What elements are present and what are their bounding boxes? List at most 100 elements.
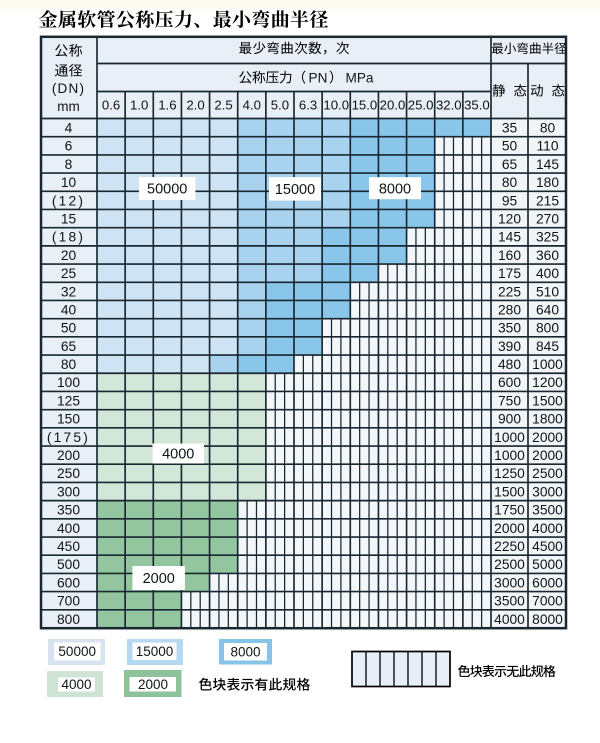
svg-text:2000: 2000 (138, 677, 168, 692)
svg-text:160: 160 (498, 248, 521, 263)
svg-text:215: 215 (536, 193, 559, 208)
svg-text:2000: 2000 (532, 448, 563, 463)
svg-text:3000: 3000 (494, 575, 525, 590)
svg-text:4.0: 4.0 (243, 98, 261, 113)
svg-text:10: 10 (61, 175, 77, 190)
svg-text:2000: 2000 (532, 430, 563, 445)
svg-text:0.6: 0.6 (102, 98, 120, 113)
svg-text:7000: 7000 (532, 594, 563, 609)
svg-text:8000: 8000 (532, 612, 563, 627)
svg-text:(18): (18) (52, 230, 85, 245)
svg-text:510: 510 (536, 284, 559, 299)
svg-text:6: 6 (65, 139, 73, 154)
svg-text:4000: 4000 (494, 612, 525, 627)
svg-text:95: 95 (502, 193, 518, 208)
svg-text:2000: 2000 (143, 571, 175, 587)
svg-text:15000: 15000 (136, 644, 174, 659)
svg-text:4000: 4000 (61, 677, 91, 692)
svg-text:390: 390 (498, 339, 521, 354)
svg-text:15000: 15000 (275, 182, 315, 198)
svg-text:700: 700 (57, 594, 80, 609)
svg-text:PN: PN (309, 70, 328, 85)
svg-text:15: 15 (61, 212, 77, 227)
svg-text:1200: 1200 (532, 375, 563, 390)
svg-text:50000: 50000 (147, 182, 187, 198)
svg-text:600: 600 (57, 575, 80, 590)
svg-text:500: 500 (57, 557, 80, 572)
svg-text:80: 80 (540, 121, 556, 136)
svg-text:150: 150 (57, 412, 80, 427)
svg-text:640: 640 (536, 303, 559, 318)
svg-text:480: 480 (498, 357, 521, 372)
svg-text:180: 180 (536, 175, 559, 190)
svg-text:25.0: 25.0 (408, 98, 434, 113)
svg-text:800: 800 (57, 612, 80, 627)
svg-text:225: 225 (498, 284, 521, 299)
svg-text:4000: 4000 (532, 521, 563, 536)
svg-text:175: 175 (498, 266, 521, 281)
svg-text:80: 80 (502, 175, 518, 190)
svg-text:2.5: 2.5 (214, 98, 232, 113)
svg-text:145: 145 (498, 230, 521, 245)
svg-text:1500: 1500 (494, 484, 525, 499)
svg-text:50: 50 (61, 321, 77, 336)
svg-text:20: 20 (61, 248, 77, 263)
svg-text:(175): (175) (47, 430, 90, 445)
svg-text:20.0: 20.0 (380, 98, 406, 113)
svg-text:350: 350 (57, 503, 80, 518)
svg-text:8000: 8000 (379, 181, 411, 197)
svg-text:325: 325 (536, 230, 559, 245)
svg-text:65: 65 (502, 157, 518, 172)
svg-text:300: 300 (57, 484, 80, 499)
svg-text:400: 400 (536, 266, 559, 281)
svg-text:800: 800 (536, 321, 559, 336)
svg-text:MPa: MPa (346, 70, 374, 85)
svg-text:125: 125 (57, 393, 80, 408)
svg-text:(DN): (DN) (52, 81, 85, 96)
svg-text:2500: 2500 (532, 466, 563, 481)
svg-text:350: 350 (498, 321, 521, 336)
svg-text:145: 145 (536, 157, 559, 172)
svg-text:4000: 4000 (162, 447, 194, 463)
svg-text:32.0: 32.0 (436, 98, 462, 113)
svg-text:2500: 2500 (494, 557, 525, 572)
svg-text:3500: 3500 (494, 594, 525, 609)
svg-text:50: 50 (502, 139, 518, 154)
svg-text:900: 900 (498, 412, 521, 427)
svg-text:(12): (12) (52, 193, 85, 208)
svg-text:32: 32 (61, 284, 76, 299)
svg-text:200: 200 (57, 448, 80, 463)
svg-text:120: 120 (498, 212, 521, 227)
svg-text:2.0: 2.0 (186, 98, 204, 113)
svg-text:3000: 3000 (532, 484, 563, 499)
svg-text:80: 80 (61, 357, 77, 372)
svg-text:1.6: 1.6 (158, 98, 176, 113)
svg-text:1000: 1000 (494, 430, 525, 445)
svg-text:6.3: 6.3 (299, 98, 317, 113)
svg-text:40: 40 (61, 303, 77, 318)
svg-text:400: 400 (57, 521, 80, 536)
svg-text:4500: 4500 (532, 539, 563, 554)
svg-text:270: 270 (536, 212, 559, 227)
svg-text:1750: 1750 (494, 503, 525, 518)
svg-text:100: 100 (57, 375, 80, 390)
svg-text:845: 845 (536, 339, 559, 354)
svg-text:1000: 1000 (532, 357, 563, 372)
svg-text:1000: 1000 (494, 448, 525, 463)
svg-text:450: 450 (57, 539, 80, 554)
svg-text:360: 360 (536, 248, 559, 263)
svg-text:65: 65 (61, 339, 77, 354)
svg-text:1.0: 1.0 (130, 98, 148, 113)
svg-text:3500: 3500 (532, 503, 563, 518)
svg-text:2000: 2000 (494, 521, 525, 536)
svg-text:1250: 1250 (494, 466, 525, 481)
svg-text:250: 250 (57, 466, 80, 481)
svg-text:4: 4 (65, 121, 73, 136)
svg-text:1800: 1800 (532, 412, 563, 427)
svg-text:8000: 8000 (230, 645, 260, 660)
svg-text:600: 600 (498, 375, 521, 390)
svg-text:1500: 1500 (532, 393, 563, 408)
svg-text:mm: mm (57, 99, 80, 114)
svg-text:8: 8 (65, 157, 73, 172)
svg-text:6000: 6000 (532, 575, 563, 590)
